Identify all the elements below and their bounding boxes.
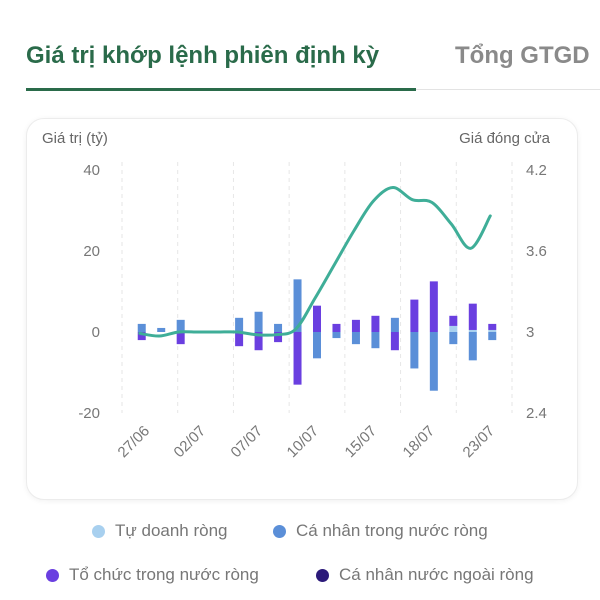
- bar: [449, 325, 458, 332]
- bar: [254, 311, 263, 332]
- bar: [176, 319, 185, 332]
- bar: [137, 323, 146, 332]
- bar: [371, 332, 380, 349]
- x-tick-label: 02/07: [171, 423, 210, 462]
- bar: [488, 323, 497, 330]
- price-line: [138, 186, 492, 338]
- x-tick-label: 27/06: [115, 423, 154, 462]
- bar: [449, 332, 458, 345]
- tab-total-volume[interactable]: Tổng GTGD: [455, 42, 590, 69]
- legend-item-foreign-individual[interactable]: Cá nhân nước ngoài ròng: [316, 565, 534, 585]
- x-tick-label: 07/07: [228, 423, 267, 462]
- bar: [274, 332, 283, 343]
- chart-canvas: 40 20 0 -20 4.2 3.6 3 2.4 27/06 02/07 07/07 10/07 15…: [78, 162, 547, 462]
- x-tick-label: 15/07: [342, 423, 381, 462]
- legend-swatch: [316, 568, 329, 582]
- bar: [371, 315, 380, 332]
- bar: [313, 332, 321, 359]
- legend-label: Cá nhân nước ngoài ròng: [339, 565, 534, 584]
- y-right-tick-label: 2.4: [526, 405, 547, 422]
- bar: [332, 332, 341, 339]
- tab-match-value[interactable]: Giá trị khớp lệnh phiên định kỳ: [26, 42, 380, 69]
- bar: [137, 332, 146, 341]
- y-left-tick-label: 0: [92, 324, 100, 341]
- legend-item-proprietary[interactable]: Tự doanh ròng: [92, 521, 228, 541]
- legend-swatch: [273, 524, 286, 538]
- bar: [235, 317, 244, 332]
- bar: [449, 315, 458, 326]
- y-right-tick-label: 3.6: [526, 243, 547, 260]
- y-left-tick-label: 20: [83, 243, 100, 260]
- x-tick-label: 10/07: [284, 423, 323, 462]
- legend-swatch: [46, 568, 59, 582]
- bar: [157, 327, 166, 332]
- bar: [468, 303, 477, 330]
- bar: [274, 323, 283, 332]
- tab-bar: Giá trị khớp lệnh phiên định kỳ Tổng GTG…: [0, 0, 600, 92]
- tab-divider: [416, 89, 600, 90]
- bar: [235, 332, 244, 347]
- y-right-tick-label: 3: [526, 324, 534, 341]
- left-axis-title: Giá trị (tỷ): [42, 130, 108, 147]
- chart-card: [26, 118, 578, 500]
- bar: [468, 329, 477, 332]
- right-axis-title: Giá đóng cửa: [459, 130, 550, 147]
- bar: [390, 317, 399, 332]
- legend-item-local-individual[interactable]: Cá nhân trong nước ròng: [273, 521, 488, 541]
- bar: [429, 281, 438, 332]
- legend-label: Tự doanh ròng: [115, 521, 228, 540]
- bar: [351, 332, 360, 345]
- bar: [293, 332, 302, 385]
- bar: [410, 332, 419, 369]
- bar: [488, 332, 497, 341]
- active-tab-indicator: [26, 88, 416, 91]
- bar: [176, 332, 185, 345]
- y-left-tick-label: -20: [78, 405, 100, 422]
- bar: [313, 305, 321, 332]
- bar: [351, 319, 360, 332]
- bar: [293, 279, 302, 332]
- legend-label: Tổ chức trong nước ròng: [69, 565, 259, 584]
- bar: [410, 299, 419, 332]
- x-tick-label: 18/07: [400, 423, 439, 462]
- bar: [390, 332, 399, 351]
- bar: [254, 332, 263, 351]
- y-right-tick-label: 4.2: [526, 162, 547, 179]
- bar: [488, 329, 497, 332]
- bar: [468, 332, 477, 361]
- legend-swatch: [92, 524, 105, 538]
- bar: [429, 332, 438, 391]
- legend-item-local-institution[interactable]: Tổ chức trong nước ròng: [46, 565, 259, 585]
- x-tick-label: 23/07: [460, 423, 499, 462]
- y-left-tick-label: 40: [83, 162, 100, 179]
- bar: [332, 323, 341, 332]
- legend-label: Cá nhân trong nước ròng: [296, 521, 488, 540]
